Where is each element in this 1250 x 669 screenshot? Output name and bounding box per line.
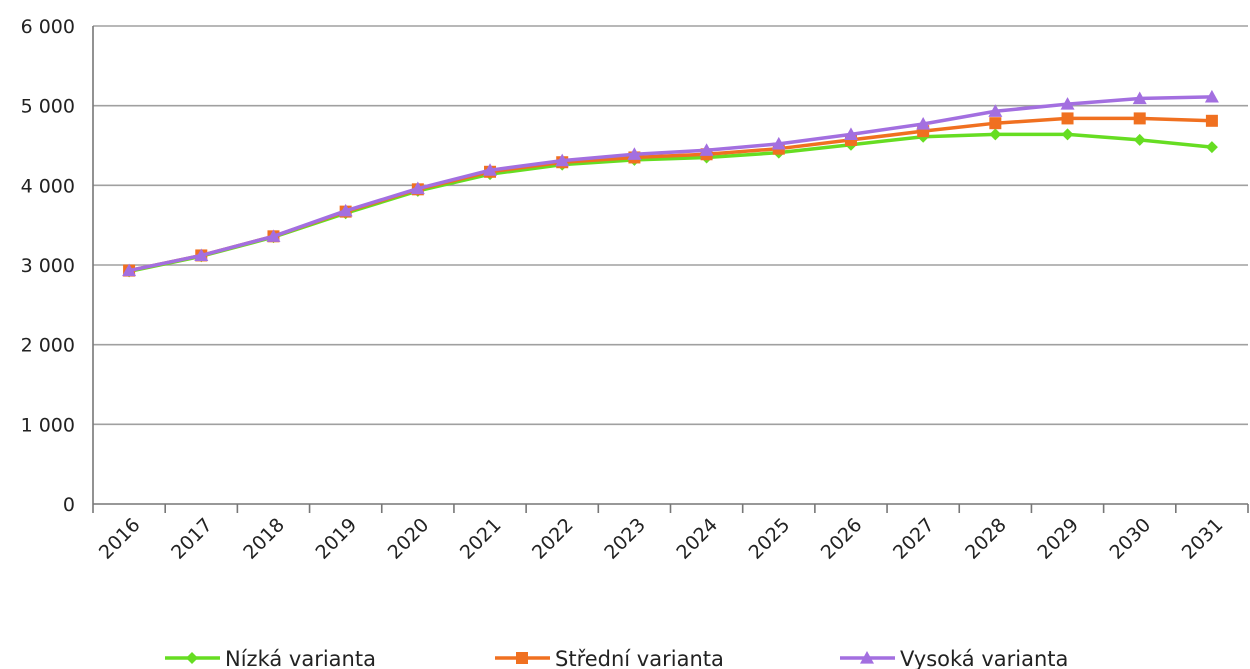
y-tick-label-2000: 2 000 bbox=[21, 335, 75, 357]
series-2 bbox=[123, 112, 1218, 277]
x-tick-label-2023: 2023 bbox=[600, 514, 650, 564]
x-tick-label-2020: 2020 bbox=[384, 514, 434, 564]
x-tick-label-2021: 2021 bbox=[456, 514, 506, 564]
data-point-3-2018 bbox=[266, 229, 281, 242]
data-point-3-2025 bbox=[771, 136, 786, 150]
data-point-3-2021 bbox=[483, 163, 498, 176]
data-point-2-2028 bbox=[989, 117, 1002, 130]
x-tick-label-2016: 2016 bbox=[95, 514, 145, 564]
data-point-3-2027 bbox=[916, 116, 931, 130]
data-point-1-2028 bbox=[989, 128, 1002, 141]
data-point-1-2031 bbox=[1205, 141, 1218, 154]
x-tick-label-2031: 2031 bbox=[1178, 514, 1228, 564]
x-tick-label-2022: 2022 bbox=[528, 514, 578, 564]
data-point-3-2023 bbox=[627, 147, 642, 160]
x-tick-label-2030: 2030 bbox=[1106, 514, 1156, 564]
series-3 bbox=[122, 89, 1219, 277]
data-point-3-2031 bbox=[1204, 89, 1219, 103]
legend-label-1: Nízká varianta bbox=[225, 647, 376, 669]
data-point-1-2030 bbox=[1133, 133, 1146, 146]
y-tick-label-6000: 6 000 bbox=[21, 16, 75, 38]
y-tick-label-0: 0 bbox=[63, 494, 75, 516]
data-point-3-2016 bbox=[122, 263, 137, 277]
legend-item-2: Střední varianta bbox=[495, 647, 724, 669]
axes bbox=[92, 26, 1249, 513]
data-point-3-2024 bbox=[699, 143, 714, 156]
x-tick-label-2019: 2019 bbox=[311, 514, 361, 564]
data-point-2-2029 bbox=[1061, 112, 1074, 125]
legend-marker-1 bbox=[186, 652, 198, 664]
data-point-2-2031 bbox=[1205, 114, 1218, 127]
legend-item-1: Nízká varianta bbox=[165, 647, 376, 669]
legend-label-2: Střední varianta bbox=[555, 647, 724, 669]
y-tick-labels: 0 1 000 2 000 3 000 4 000 5 000 6 000 bbox=[21, 16, 75, 516]
y-tick-label-4000: 4 000 bbox=[21, 175, 75, 197]
y-tick-label-5000: 5 000 bbox=[21, 96, 75, 118]
x-tick-label-2029: 2029 bbox=[1033, 514, 1083, 564]
data-point-3-2017 bbox=[194, 248, 209, 262]
y-tick-label-3000: 3 000 bbox=[21, 255, 75, 277]
legend-label-3: Vysoká varianta bbox=[900, 647, 1068, 669]
legend-item-3: Vysoká varianta bbox=[840, 647, 1068, 669]
data-point-3-2022 bbox=[555, 153, 570, 167]
data-point-3-2019 bbox=[338, 203, 353, 217]
data-point-3-2030 bbox=[1132, 91, 1147, 105]
legend-marker-3 bbox=[860, 651, 874, 664]
data-point-3-2029 bbox=[1060, 97, 1075, 110]
y-tick-label-1000: 1 000 bbox=[21, 414, 75, 436]
series-lines bbox=[122, 89, 1219, 278]
series-line-2 bbox=[128, 116, 1212, 273]
x-tick-label-2026: 2026 bbox=[817, 514, 867, 564]
legend-marker-2 bbox=[516, 652, 528, 664]
data-point-3-2028 bbox=[988, 104, 1003, 117]
x-tick-label-2017: 2017 bbox=[167, 514, 217, 564]
data-point-2-2030 bbox=[1133, 112, 1146, 125]
x-tick-label-2024: 2024 bbox=[672, 514, 722, 564]
x-tick-label-2027: 2027 bbox=[889, 514, 939, 564]
data-point-1-2029 bbox=[1061, 128, 1074, 141]
x-tick-label-2028: 2028 bbox=[961, 514, 1011, 564]
legend: Nízká varianta Střední varianta Vysoká var… bbox=[165, 647, 1068, 669]
grid-lines bbox=[93, 25, 1248, 426]
x-tick-labels: 2016 2017 2018 2019 2020 2021 2022 2023 2024 2025… bbox=[95, 514, 1228, 564]
data-point-3-2026 bbox=[843, 127, 858, 140]
x-tick-label-2025: 2025 bbox=[745, 514, 795, 564]
x-tick-label-2018: 2018 bbox=[239, 514, 289, 564]
series-line-3 bbox=[128, 95, 1212, 273]
data-point-3-2020 bbox=[410, 181, 425, 195]
